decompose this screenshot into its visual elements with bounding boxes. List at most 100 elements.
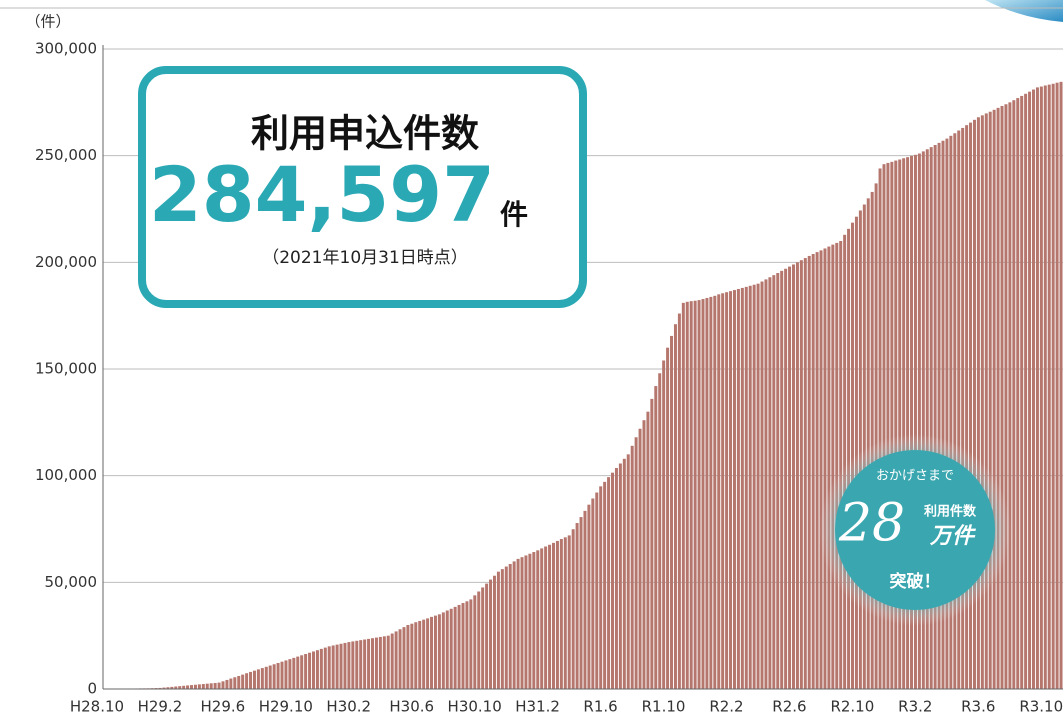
- y-tick-label: 200,000: [35, 253, 97, 271]
- bar: [257, 669, 260, 689]
- bar: [666, 348, 669, 689]
- bar: [288, 659, 291, 689]
- bar: [426, 618, 429, 689]
- bar: [698, 300, 701, 689]
- bar: [241, 675, 244, 689]
- bar: [284, 660, 287, 689]
- badge-line3: 突破！: [890, 571, 941, 592]
- bar: [340, 644, 343, 689]
- bar: [1060, 82, 1063, 689]
- bar: [674, 324, 677, 689]
- bar: [281, 662, 284, 689]
- bar: [772, 275, 775, 689]
- bar: [1032, 90, 1035, 689]
- bar: [835, 243, 838, 689]
- bar: [194, 685, 197, 689]
- bar: [190, 685, 193, 689]
- bar: [402, 627, 405, 689]
- chart: （件） 050,000100,000150,000200,000250,0003…: [0, 0, 1063, 718]
- bar: [517, 559, 520, 689]
- bar: [985, 113, 988, 689]
- bar: [237, 676, 240, 689]
- bar: [804, 258, 807, 689]
- bar: [859, 210, 862, 689]
- bar: [682, 303, 685, 689]
- x-tick-label: H29.6: [201, 698, 246, 716]
- bar: [225, 680, 228, 689]
- bar: [202, 684, 205, 689]
- bar: [654, 386, 657, 689]
- bar: [355, 641, 358, 689]
- bar: [359, 640, 362, 689]
- bar: [725, 292, 728, 689]
- bar: [764, 279, 767, 689]
- bar: [607, 477, 610, 689]
- bar: [277, 663, 280, 689]
- x-tick-label: R2.2: [709, 698, 743, 716]
- y-tick-label: 50,000: [45, 573, 98, 591]
- bar: [753, 285, 756, 689]
- bar: [505, 567, 508, 689]
- bar: [1001, 106, 1004, 689]
- bar: [347, 642, 350, 689]
- bar: [678, 314, 681, 689]
- bar: [434, 616, 437, 689]
- bar: [186, 685, 189, 689]
- bar: [788, 267, 791, 689]
- bar: [564, 537, 567, 689]
- decoration: [985, 0, 1063, 22]
- bar: [989, 112, 992, 689]
- bar: [544, 546, 547, 689]
- x-tick-label: H30.6: [389, 698, 434, 716]
- bar: [867, 198, 870, 689]
- bar: [1016, 98, 1019, 689]
- bar: [422, 620, 425, 689]
- bar: [395, 631, 398, 689]
- bar: [363, 640, 366, 689]
- bar: [210, 683, 213, 689]
- bar: [591, 498, 594, 689]
- bar: [465, 601, 468, 689]
- bar: [631, 446, 634, 689]
- bar: [780, 271, 783, 689]
- bar: [792, 264, 795, 689]
- bar: [863, 205, 866, 689]
- bar: [265, 667, 268, 689]
- bar: [1056, 83, 1059, 689]
- bar: [560, 539, 563, 689]
- bar: [568, 535, 571, 689]
- bar: [1040, 87, 1043, 689]
- x-tick-label: H29.2: [138, 698, 183, 716]
- bar: [497, 572, 500, 689]
- bar: [619, 464, 622, 689]
- bar: [1024, 94, 1027, 689]
- bar: [552, 543, 555, 689]
- bar: [473, 595, 476, 689]
- bar: [831, 245, 834, 689]
- bar: [245, 673, 248, 689]
- bar: [462, 603, 465, 689]
- bar: [308, 653, 311, 689]
- bar: [328, 646, 331, 689]
- bar: [383, 636, 386, 689]
- bar: [454, 607, 457, 689]
- bar: [717, 294, 720, 689]
- bar: [371, 638, 374, 689]
- bar: [481, 587, 484, 689]
- bar: [709, 297, 712, 689]
- bar: [662, 360, 665, 689]
- bar: [615, 468, 618, 689]
- bar: [737, 289, 740, 689]
- bar: [784, 269, 787, 689]
- bar: [521, 557, 524, 689]
- y-tick-label: 250,000: [35, 146, 97, 164]
- bar: [1008, 102, 1011, 689]
- bar: [827, 247, 830, 689]
- bar: [528, 554, 531, 689]
- x-tick-label: H28.10: [70, 698, 124, 716]
- x-tick-label: R1.10: [642, 698, 686, 716]
- bar: [808, 256, 811, 689]
- bar: [670, 336, 673, 689]
- bar: [847, 229, 850, 689]
- bar: [776, 273, 779, 689]
